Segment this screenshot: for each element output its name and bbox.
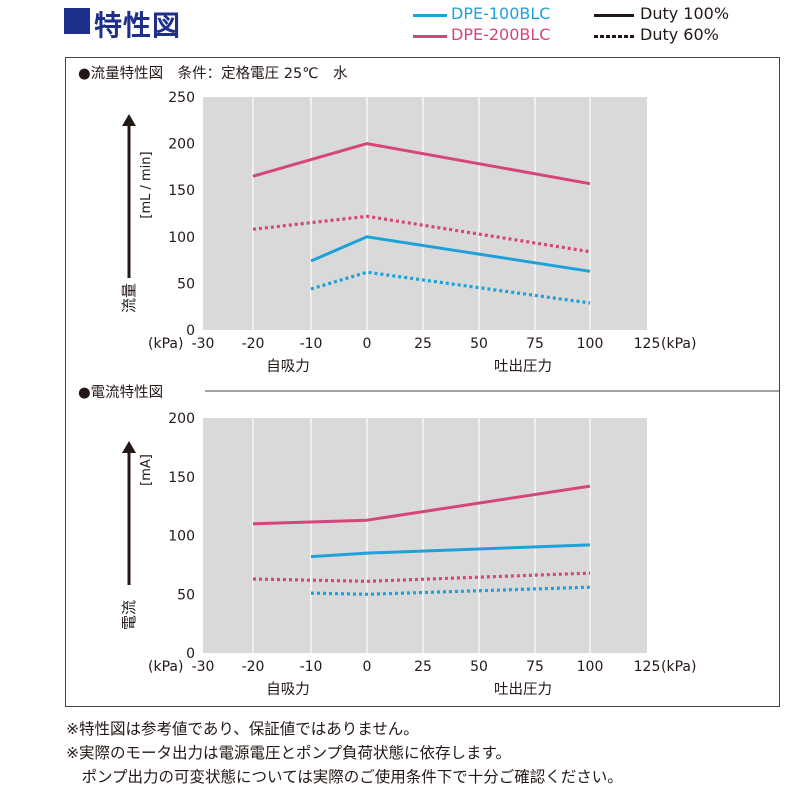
y-tick-label: 150 [168, 470, 195, 486]
legend-line-duty100 [594, 14, 634, 17]
y-tick-label: 50 [177, 587, 195, 603]
x-unit-right: (kPa) [661, 336, 696, 352]
x-unit-right: (kPa) [661, 659, 696, 675]
y-tick-label: 200 [168, 411, 195, 427]
y-axis-arrow-head [122, 441, 136, 453]
legend-line-dpe200 [413, 35, 447, 38]
x-tick-label: 50 [470, 659, 488, 675]
page-title: 特性図 [94, 9, 182, 42]
legend-line-dpe100 [413, 14, 447, 17]
note-1: ※特性図は参考値であり、保証値ではありません。 [66, 720, 419, 738]
y-axis-label: 電流 [120, 600, 138, 630]
x-label-suction: 自吸力 [266, 681, 310, 698]
note-2: ※実際のモータ出力は電源電圧とポンプ負荷状態に依存します。 [66, 744, 511, 762]
y-axis-label: 流量 [120, 283, 138, 313]
y-tick-label: 150 [168, 183, 195, 199]
x-label-discharge: 吐出圧力 [494, 358, 552, 375]
x-tick-label: 25 [414, 659, 432, 675]
y-unit-label: [mL / min] [139, 151, 154, 218]
x-tick-label: -30 [192, 336, 215, 352]
x-tick-label: 0 [363, 659, 372, 675]
plot-area [203, 97, 647, 330]
x-tick-label: 125 [634, 336, 661, 352]
x-tick-label: -10 [300, 659, 323, 675]
legend-label-duty100: Duty 100% [640, 4, 730, 23]
y-tick-label: 250 [168, 90, 195, 106]
x-tick-label: -20 [242, 336, 265, 352]
legend-label-dpe200: DPE-200BLC [451, 25, 551, 44]
x-tick-label: -10 [300, 336, 323, 352]
series-line-dpe200-duty60 [252, 214, 591, 254]
plot-area [203, 418, 647, 653]
x-label-suction: 自吸力 [266, 358, 310, 375]
x-tick-label: 50 [470, 336, 488, 352]
series-line-dpe200-duty100 [252, 142, 591, 186]
y-tick-label: 50 [177, 276, 195, 292]
note-3: ポンプ出力の可変状態については実際のご使用条件下で十分ご確認ください。 [66, 768, 623, 786]
y-tick-label: 100 [168, 529, 195, 545]
series-line-dpe200-duty100 [252, 484, 591, 526]
y-unit-label: [mA] [139, 454, 154, 486]
y-tick-label: 100 [168, 230, 195, 246]
x-tick-label: 75 [526, 336, 544, 352]
current-chart: ●電流特性図 0 50 100 150 200 -30 -20 -10 0 25 50 75 100 125… [78, 384, 780, 698]
x-tick-label: 100 [577, 336, 604, 352]
x-unit-left: (kPa) [148, 659, 183, 675]
charts-frame [65, 57, 780, 707]
title-marker [64, 8, 90, 34]
legend-label-dpe100: DPE-100BLC [451, 4, 551, 23]
x-label-discharge: 吐出圧力 [494, 681, 552, 698]
series-line-dpe100-duty100 [310, 235, 591, 273]
legend-label-duty60: Duty 60% [640, 25, 719, 44]
x-tick-label: 125 [634, 659, 661, 675]
y-axis-arrow-head [122, 114, 136, 126]
x-tick-label: -20 [242, 659, 265, 675]
series-line-dpe100-duty60 [310, 585, 591, 596]
x-tick-label: -30 [192, 659, 215, 675]
series-line-dpe100-duty60 [310, 270, 591, 305]
y-tick-label: 0 [186, 646, 195, 662]
series-line-dpe200-duty60 [252, 571, 591, 583]
chart-title: ●流量特性図 条件：定格電圧 25℃ 水 [78, 65, 348, 82]
legend-line-duty60 [594, 35, 634, 38]
y-tick-label: 0 [186, 323, 195, 339]
x-unit-left: (kPa) [148, 336, 183, 352]
series-line-dpe100-duty100 [310, 543, 591, 559]
x-tick-label: 100 [577, 659, 604, 675]
x-tick-label: 75 [526, 659, 544, 675]
chart-title: ●電流特性図 [78, 384, 163, 401]
x-tick-label: 0 [363, 336, 372, 352]
x-tick-label: 25 [414, 336, 432, 352]
y-tick-label: 200 [168, 137, 195, 153]
